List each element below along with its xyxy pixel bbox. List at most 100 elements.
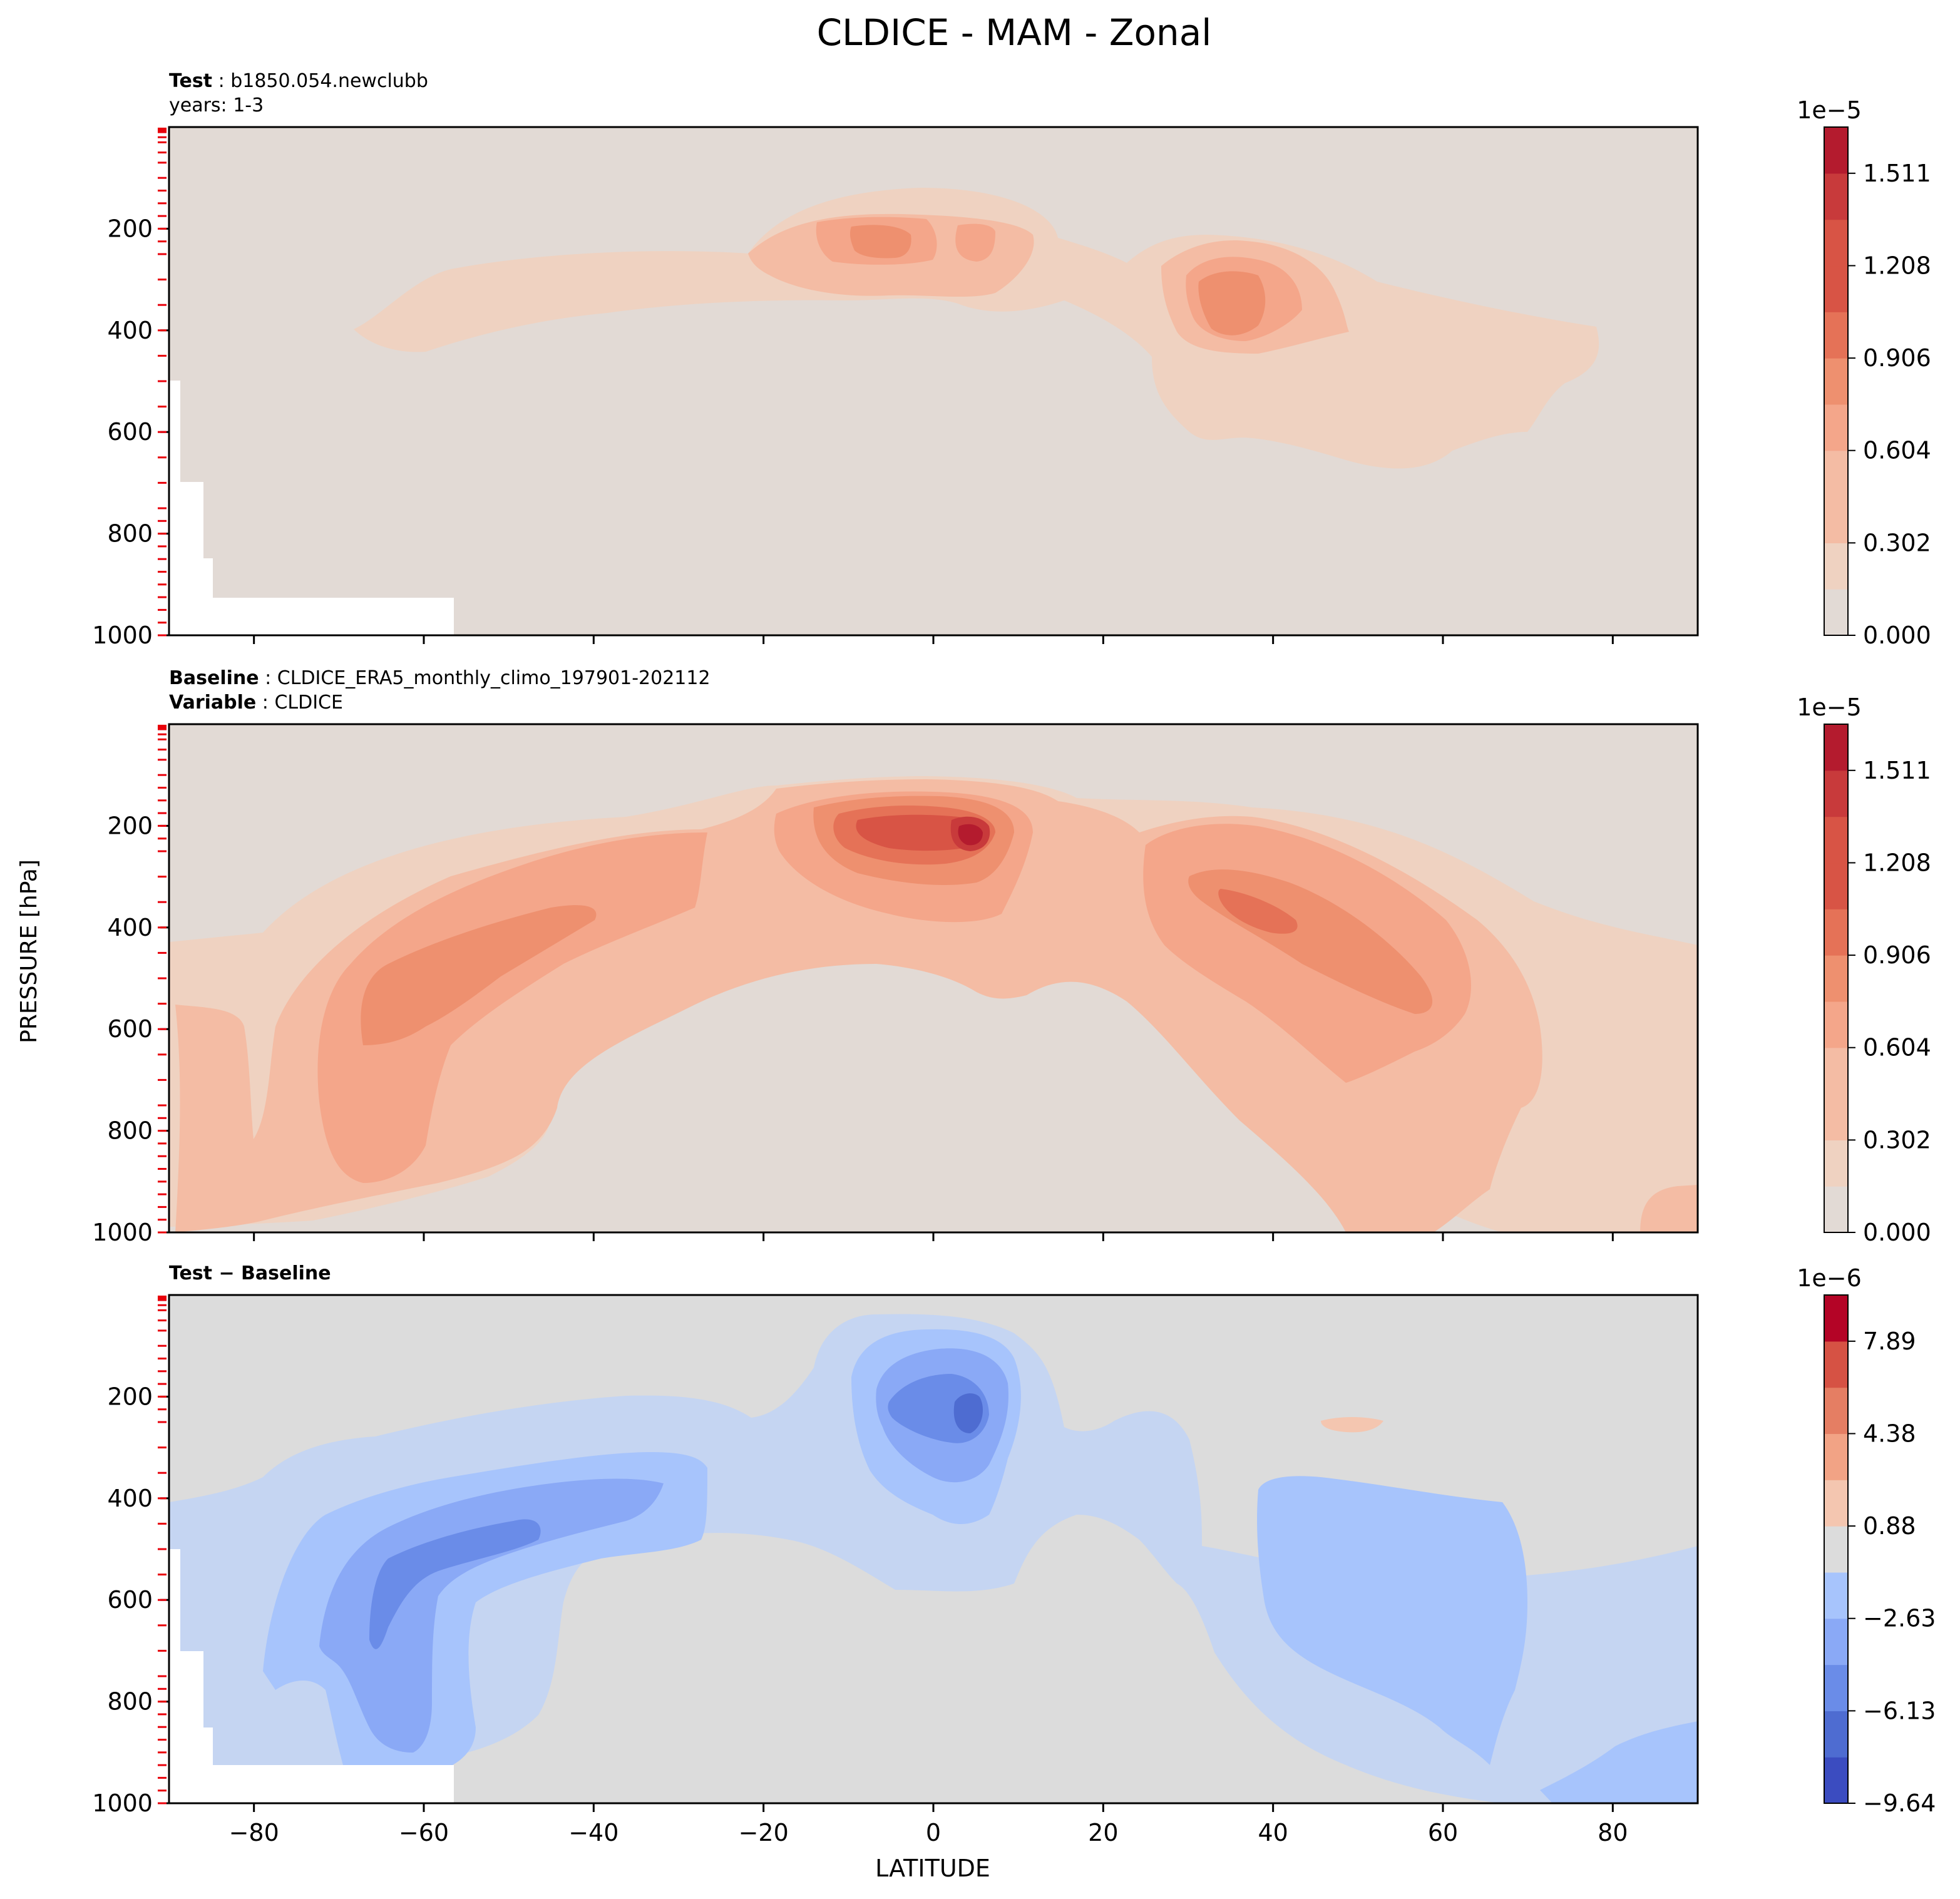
- panel-baseline: Baseline : CLDICE_ERA5_monthly_climo_197…: [92, 667, 1931, 1246]
- colorbar-tick-label: 1.511: [1863, 160, 1931, 187]
- panel-test-x-ticks: [253, 635, 1614, 644]
- contour-level-neg5: [953, 1393, 983, 1433]
- colorbar-band: [1824, 589, 1848, 636]
- y-tick-label: 600: [107, 1015, 153, 1043]
- panel-diff-y-ticks: 200 400 600 800 1000: [92, 1383, 169, 1817]
- y-tick-label: 600: [107, 1586, 153, 1614]
- colorbar-band: [1824, 1757, 1848, 1804]
- colorbar-band: [1824, 1480, 1848, 1527]
- contour-level-3: [317, 832, 707, 1183]
- panel-test-colorbar: 0.000 0.302 0.604 0.906 1.208 1.511 1e−5: [1797, 96, 1931, 649]
- y-tick-label: 200: [107, 1383, 153, 1410]
- colorbar-band: [1824, 219, 1848, 267]
- colorbar-band: [1824, 496, 1848, 543]
- missing-data-region: [169, 1549, 454, 1803]
- panel-diff-colorbar: −9.64 −6.13 −2.63 0.88 4.38 7.89 1e−6: [1797, 1264, 1936, 1817]
- y-tick-label: 400: [107, 1485, 153, 1512]
- colorbar-band: [1824, 312, 1848, 359]
- contour-level-6: [856, 814, 981, 851]
- x-tick-label: −60: [399, 1819, 449, 1846]
- colorbar-band: [1824, 404, 1848, 451]
- panel-baseline-level-markers: [158, 724, 167, 1234]
- colorbar-band: [1824, 265, 1848, 312]
- panel-test-label-1: Test : b1850.054.newclubb: [169, 70, 428, 92]
- panel-baseline-label-bold: Baseline: [169, 667, 259, 689]
- contour-level-neg3: [319, 1478, 664, 1753]
- colorbar-tick-label: −6.13: [1863, 1697, 1936, 1724]
- panel-diff-contours: [169, 1295, 1698, 1803]
- colorbar-tick-label: 1.511: [1863, 757, 1931, 784]
- colorbar-band: [1824, 1001, 1848, 1048]
- contour-level-2c: [1640, 1185, 1698, 1232]
- y-tick-label: 800: [107, 1688, 153, 1716]
- colorbar-band: [1824, 862, 1848, 909]
- colorbar-band: [1824, 1433, 1848, 1480]
- colorbar-band: [1824, 450, 1848, 498]
- x-tick-label: 80: [1598, 1819, 1628, 1846]
- colorbar-exponent: 1e−6: [1797, 1264, 1862, 1292]
- colorbar-tick-label: 1.208: [1863, 252, 1931, 279]
- colorbar-band: [1824, 543, 1848, 590]
- panel-test-y-ticks: 200 400 600 800 1000: [92, 215, 169, 649]
- y-tick-label: 1000: [92, 1789, 153, 1817]
- colorbar-tick-label: 4.38: [1863, 1420, 1916, 1447]
- panel-baseline-contours: [169, 724, 1698, 1232]
- panel-test: Test : b1850.054.newclubb years: 1-3 200…: [92, 70, 1931, 649]
- y-tick-label: 400: [107, 914, 153, 941]
- y-tick-label: 400: [107, 317, 153, 344]
- colorbar-tick-label: 0.906: [1863, 941, 1931, 969]
- x-tick-label: 20: [1088, 1819, 1118, 1846]
- colorbar-band: [1824, 1618, 1848, 1666]
- colorbar-band: [1824, 358, 1848, 405]
- y-tick-label: 200: [107, 215, 153, 242]
- contour-level-4b: [1198, 271, 1266, 335]
- colorbar-exponent: 1e−5: [1797, 694, 1862, 721]
- colorbar-tick-label: 0.88: [1863, 1512, 1916, 1540]
- colorbar-tick-label: 0.302: [1863, 1126, 1931, 1154]
- colorbar-band: [1824, 770, 1848, 817]
- colorbar-tick-label: 1.208: [1863, 849, 1931, 876]
- panel-diff-x-ticks: −80 −60 −40 −20 0 20 40 60 80: [229, 1803, 1628, 1846]
- panel-test-contours: [169, 127, 1698, 635]
- panel-baseline-label-text: CLDICE_ERA5_monthly_climo_197901-202112: [277, 667, 711, 689]
- colorbar-band: [1824, 1186, 1848, 1233]
- panel-baseline-x-ticks: [253, 1232, 1614, 1241]
- y-tick-label: 800: [107, 520, 153, 548]
- x-tick-label: 40: [1258, 1819, 1288, 1846]
- colorbar-band: [1824, 1387, 1848, 1435]
- panel-test-label-text: b1850.054.newclubb: [230, 70, 428, 92]
- panel-baseline-label-1: Baseline : CLDICE_ERA5_monthly_climo_197…: [169, 667, 711, 689]
- panel-diff-level-markers: [158, 1295, 167, 1804]
- colorbar-band: [1824, 1140, 1848, 1187]
- colorbar-band: [1824, 173, 1848, 220]
- figure-title: CLDICE - MAM - Zonal: [817, 11, 1212, 54]
- colorbar-tick-label: 0.000: [1863, 622, 1931, 649]
- panel-test-label-2: years: 1-3: [169, 95, 264, 116]
- colorbar-frame: [1824, 1294, 1849, 1804]
- missing-data-region: [169, 381, 454, 635]
- colorbar-band: [1824, 955, 1848, 1002]
- colorbar-tick-label: −9.64: [1863, 1789, 1936, 1817]
- y-tick-label: 1000: [92, 622, 153, 649]
- contour-level-4: [849, 225, 911, 258]
- colorbar-tick-label: −2.63: [1863, 1605, 1936, 1632]
- contour-level-neg2d: [1540, 1721, 1698, 1803]
- contour-level-neg4: [369, 1519, 541, 1649]
- colorbar-tick-label: 0.000: [1863, 1219, 1931, 1246]
- x-tick-label: −80: [229, 1819, 279, 1846]
- colorbar-frame: [1824, 126, 1849, 636]
- contour-level-3b: [955, 223, 995, 262]
- panel-baseline-colorbar: 0.000 0.302 0.604 0.906 1.208 1.511 1e−5: [1797, 694, 1931, 1246]
- colorbar-frame: [1824, 724, 1849, 1233]
- contour-level-neg2c: [1257, 1476, 1527, 1765]
- x-tick-label: −20: [739, 1819, 789, 1846]
- x-tick-label: −40: [568, 1819, 618, 1846]
- x-tick-label: 60: [1428, 1819, 1458, 1846]
- colorbar-band: [1824, 816, 1848, 864]
- contour-level-8: [958, 824, 983, 846]
- y-tick-label: 800: [107, 1117, 153, 1145]
- colorbar-band: [1824, 1711, 1848, 1758]
- panel-diff: Test − Baseline −80 −60 −40 −20 0 20 40 60 80 20…: [92, 1262, 1936, 1846]
- panel-test-level-markers: [158, 127, 167, 637]
